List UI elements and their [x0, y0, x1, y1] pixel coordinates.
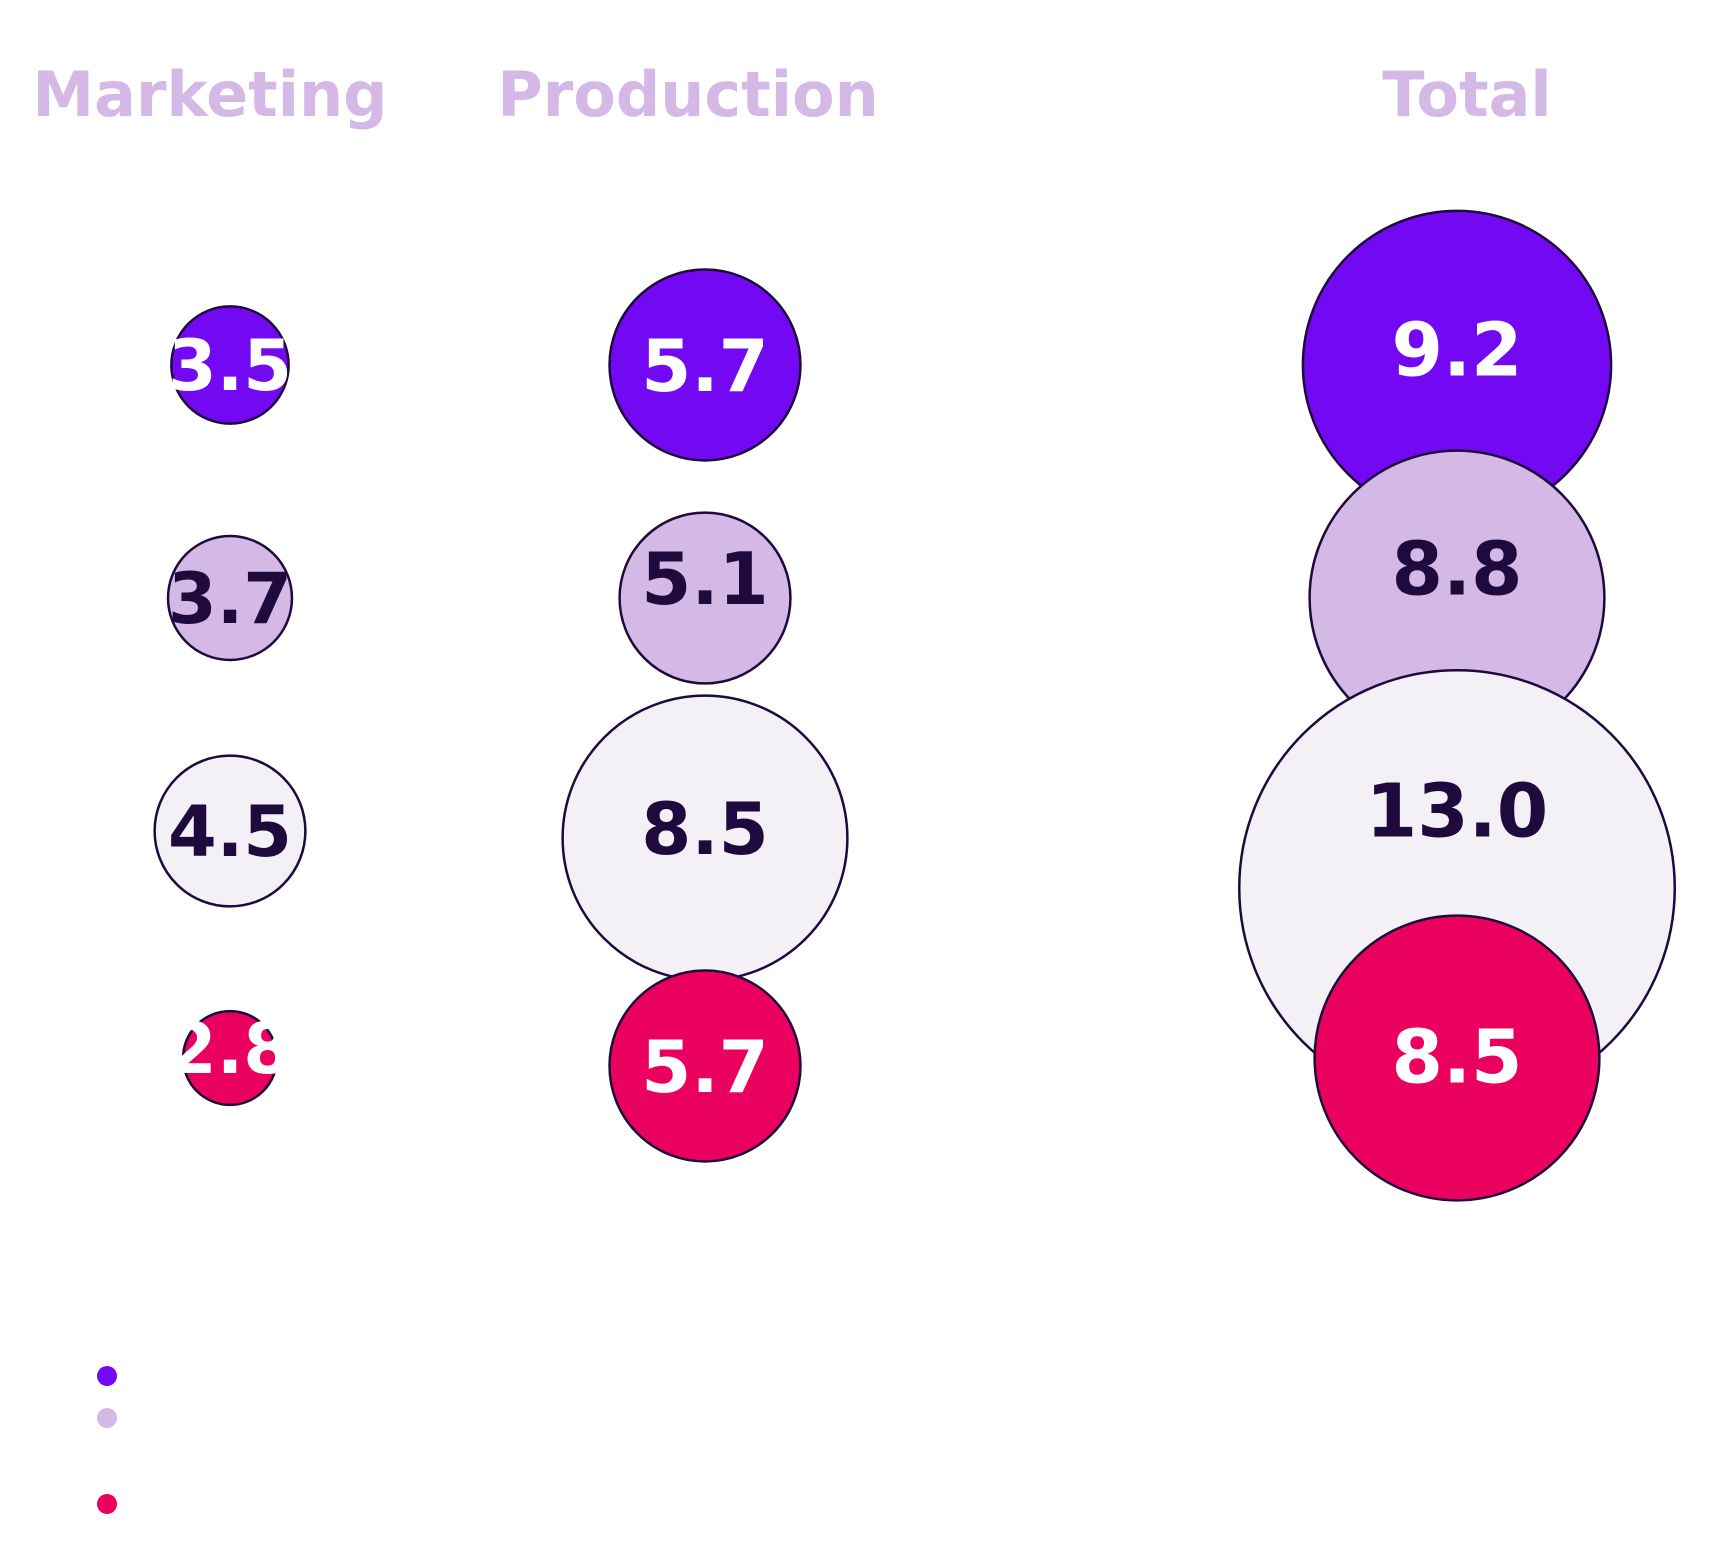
column-titles: Marketing Production Total	[32, 58, 1551, 131]
bubble-production-2	[618, 511, 792, 685]
bubble-label-total-1: 9.2	[1391, 308, 1522, 394]
bubble-label-total-4: 8.5	[1391, 1015, 1522, 1101]
bubbles-layer: 3.5 5.7 9.2 3.7 5.1 8.8 4.5 8.5 13.0 2.8 5.7 8.5	[153, 209, 1676, 1202]
bubble-label-production-4: 5.7	[641, 1025, 769, 1109]
bubble-label-production-3: 8.5	[641, 787, 769, 871]
legend-swatch-1	[97, 1366, 117, 1386]
bubble-total-4	[1313, 914, 1601, 1202]
column-title-production: Production	[497, 58, 879, 131]
bubble-label-production-1: 5.7	[641, 324, 769, 408]
bubble-marketing-2	[166, 534, 294, 662]
bubble-marketing-1	[170, 305, 290, 425]
column-title-total: Total	[1382, 58, 1551, 131]
bubble-production-4	[608, 969, 802, 1163]
bubble-marketing-4	[181, 1009, 279, 1107]
bubble-label-marketing-1: 3.5	[168, 325, 292, 407]
bubble-label-production-2: 5.1	[641, 537, 769, 621]
bubble-label-total-2: 8.8	[1391, 527, 1522, 613]
legend-swatch-3	[97, 1494, 117, 1514]
legend	[97, 1366, 117, 1514]
bubble-label-marketing-4: 2.8	[168, 1008, 292, 1090]
bubble-label-marketing-2: 3.7	[168, 558, 292, 640]
legend-swatch-2	[97, 1408, 117, 1428]
bubble-marketing-3	[153, 754, 307, 908]
bubble-label-marketing-3: 4.5	[168, 791, 292, 873]
column-title-marketing: Marketing	[32, 58, 387, 131]
bubble-label-total-3: 13.0	[1366, 769, 1549, 855]
bubble-production-1	[608, 268, 802, 462]
